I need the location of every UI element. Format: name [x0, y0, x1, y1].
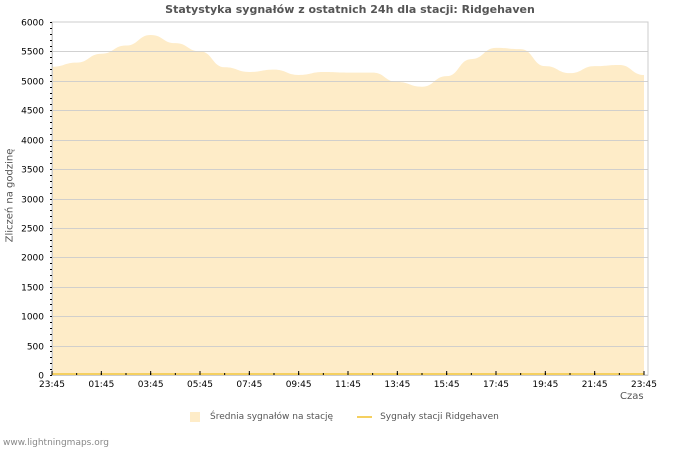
svg-text:07:45: 07:45 — [236, 380, 262, 390]
legend-area-label: Średnia sygnałów na stację — [210, 412, 334, 422]
svg-text:03:45: 03:45 — [138, 380, 164, 390]
x-axis-label: Czas — [620, 391, 644, 402]
average-signals-area — [52, 34, 644, 376]
svg-text:0: 0 — [38, 372, 44, 382]
footer-link[interactable]: www.lightningmaps.org — [3, 438, 109, 448]
svg-text:500: 500 — [27, 343, 44, 353]
svg-text:15:45: 15:45 — [434, 380, 460, 390]
svg-text:4500: 4500 — [21, 107, 44, 117]
svg-text:6000: 6000 — [21, 19, 44, 29]
chart-title: Statystyka sygnałów z ostatnich 24h dla … — [165, 3, 535, 16]
svg-text:2000: 2000 — [21, 254, 44, 264]
legend-line-label: Sygnały stacji Ridgehaven — [380, 412, 499, 422]
svg-text:11:45: 11:45 — [335, 380, 361, 390]
legend-line-swatch — [357, 416, 373, 418]
y-axis-label: Zliczeń na godzinę — [4, 148, 16, 243]
svg-text:23:45: 23:45 — [631, 380, 657, 390]
svg-text:19:45: 19:45 — [532, 380, 558, 390]
svg-text:4000: 4000 — [21, 137, 44, 147]
legend-area-swatch — [190, 412, 200, 422]
svg-text:13:45: 13:45 — [384, 380, 410, 390]
svg-text:1000: 1000 — [21, 313, 44, 323]
svg-text:5500: 5500 — [21, 48, 44, 58]
svg-text:01:45: 01:45 — [88, 380, 114, 390]
legend: Średnia sygnałów na stację Sygnały stacj… — [190, 412, 499, 422]
svg-text:2500: 2500 — [21, 225, 44, 235]
svg-text:05:45: 05:45 — [187, 380, 213, 390]
svg-text:23:45: 23:45 — [39, 380, 65, 390]
svg-text:17:45: 17:45 — [483, 380, 509, 390]
svg-text:3500: 3500 — [21, 166, 44, 176]
svg-text:1500: 1500 — [21, 284, 44, 294]
svg-text:21:45: 21:45 — [582, 380, 608, 390]
svg-text:09:45: 09:45 — [286, 380, 312, 390]
svg-text:3000: 3000 — [21, 196, 44, 206]
svg-text:5000: 5000 — [21, 78, 44, 88]
